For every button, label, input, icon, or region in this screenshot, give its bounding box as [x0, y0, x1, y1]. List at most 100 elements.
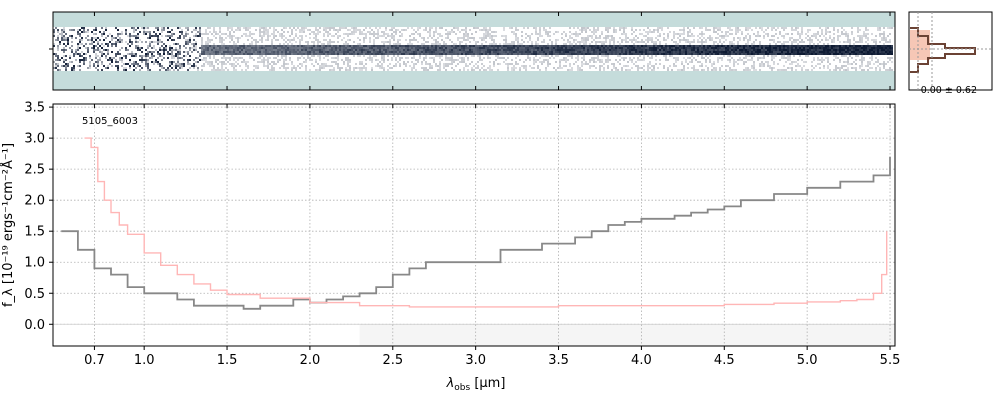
- spectrum-2d-pixel: [343, 33, 345, 35]
- spectrum-2d-pixel: [661, 29, 663, 31]
- spectrum-2d-pixel: [699, 61, 701, 63]
- spectrum-2d-pixel: [699, 49, 701, 51]
- spectrum-2d-pixel: [643, 55, 645, 57]
- spectrum-2d-pixel: [667, 49, 669, 51]
- spectrum-2d-pixel: [319, 59, 321, 61]
- spectrum-2d-pixel: [485, 51, 487, 53]
- spectrum-2d-pixel: [661, 27, 663, 29]
- spectrum-2d-pixel: [229, 47, 231, 49]
- spectrum-2d-pixel: [849, 45, 851, 47]
- spectrum-2d-pixel: [629, 51, 631, 53]
- spectrum-2d-pixel: [527, 47, 529, 49]
- spectrum-2d-pixel: [117, 33, 119, 35]
- spectrum-2d-pixel: [863, 57, 865, 59]
- spectrum-2d-pixel: [877, 51, 879, 53]
- spectrum-2d-pixel: [93, 51, 95, 53]
- spectrum-2d-pixel: [793, 53, 795, 55]
- spectrum-2d-pixel: [415, 49, 417, 51]
- spectrum-2d-pixel: [565, 65, 567, 67]
- spectrum-2d-pixel: [407, 27, 409, 29]
- spectrum-2d-pixel: [127, 49, 129, 51]
- spectrum-2d-pixel: [459, 41, 461, 43]
- spectrum-2d-pixel: [121, 65, 123, 67]
- spectrum-2d-pixel: [763, 63, 765, 65]
- spectrum-2d-pixel: [821, 49, 823, 51]
- spectrum-2d-pixel: [689, 51, 691, 53]
- spectrum-2d-pixel: [819, 49, 821, 51]
- spectrum-2d-pixel: [521, 39, 523, 41]
- spectrum-2d-pixel: [161, 31, 163, 33]
- spectrum-2d-pixel: [789, 37, 791, 39]
- spectrum-2d-pixel: [445, 43, 447, 45]
- spectrum-2d-pixel: [781, 69, 783, 71]
- spectrum-2d-pixel: [245, 27, 247, 29]
- spectrum-2d-pixel: [457, 27, 459, 29]
- spectrum-2d-pixel: [273, 35, 275, 37]
- spectrum-2d-pixel: [245, 61, 247, 63]
- spectrum-2d-pixel: [281, 29, 283, 31]
- spectrum-2d-pixel: [165, 69, 167, 71]
- spectrum-2d-pixel: [439, 55, 441, 57]
- spectrum-2d-pixel: [707, 53, 709, 55]
- spectrum-2d-pixel: [519, 45, 521, 47]
- spectrum-2d-pixel: [807, 55, 809, 57]
- spectrum-2d-pixel: [73, 69, 75, 71]
- spectrum-2d-pixel: [875, 51, 877, 53]
- spectrum-2d-pixel: [861, 45, 863, 47]
- spectrum-2d-pixel: [347, 29, 349, 31]
- spectrum-2d-pixel: [271, 51, 273, 53]
- spectrum-2d-pixel: [305, 41, 307, 43]
- spectrum-2d-pixel: [595, 29, 597, 31]
- spectrum-2d-pixel: [327, 43, 329, 45]
- spectrum-2d-pixel: [775, 53, 777, 55]
- spectrum-2d-pixel: [53, 61, 55, 63]
- spectrum-2d-pixel: [763, 45, 765, 47]
- spectrum-2d-pixel: [619, 47, 621, 49]
- spectrum-2d-pixel: [289, 41, 291, 43]
- spectrum-2d-pixel: [743, 45, 745, 47]
- spectrum-2d-pixel: [677, 47, 679, 49]
- spectrum-2d-pixel: [249, 57, 251, 59]
- spectrum-2d-pixel: [617, 51, 619, 53]
- spectrum-2d-pixel: [423, 51, 425, 53]
- spectrum-2d-pixel: [831, 51, 833, 53]
- spectrum-2d-pixel: [107, 65, 109, 67]
- spectrum-2d-pixel: [827, 51, 829, 53]
- spectrum-2d-pixel: [97, 61, 99, 63]
- spectrum-2d-pixel: [193, 43, 195, 45]
- spectrum-2d-pixel: [255, 29, 257, 31]
- spectrum-2d-pixel: [249, 33, 251, 35]
- spectrum-2d-pixel: [295, 47, 297, 49]
- spectrum-2d-pixel: [473, 65, 475, 67]
- spectrum-2d-pixel: [65, 69, 67, 71]
- spectrum-2d-pixel: [141, 67, 143, 69]
- spectrum-2d-pixel: [835, 65, 837, 67]
- spectrum-2d-pixel: [129, 45, 131, 47]
- spectrum-2d-pixel: [605, 55, 607, 57]
- spectrum-2d-pixel: [745, 55, 747, 57]
- spectrum-2d-pixel: [127, 43, 129, 45]
- spectrum-2d-pixel: [425, 27, 427, 29]
- spectrum-2d-pixel: [331, 57, 333, 59]
- spectrum-2d-pixel: [551, 41, 553, 43]
- spectrum-2d-pixel: [443, 63, 445, 65]
- spectrum-2d-pixel: [855, 55, 857, 57]
- spectrum-2d-pixel: [575, 47, 577, 49]
- spectrum-2d-pixel: [789, 47, 791, 49]
- spectrum-2d-pixel: [399, 31, 401, 33]
- spectrum-2d-pixel: [387, 59, 389, 61]
- spectrum-2d-pixel: [365, 53, 367, 55]
- spectrum-2d-pixel: [225, 53, 227, 55]
- spectrum-2d-pixel: [841, 45, 843, 47]
- spectrum-2d-pixel: [317, 43, 319, 45]
- spectrum-2d-pixel: [397, 55, 399, 57]
- spectrum-2d-pixel: [445, 33, 447, 35]
- spectrum-2d-pixel: [75, 59, 77, 61]
- spectrum-2d-pixel: [763, 49, 765, 51]
- spectrum-2d-pixel: [197, 35, 199, 37]
- spectrum-2d-pixel: [53, 35, 55, 37]
- spectrum-2d-pixel: [837, 29, 839, 31]
- spectrum-2d-pixel: [493, 45, 495, 47]
- spectrum-2d-pixel: [267, 37, 269, 39]
- spectrum-2d-pixel: [795, 49, 797, 51]
